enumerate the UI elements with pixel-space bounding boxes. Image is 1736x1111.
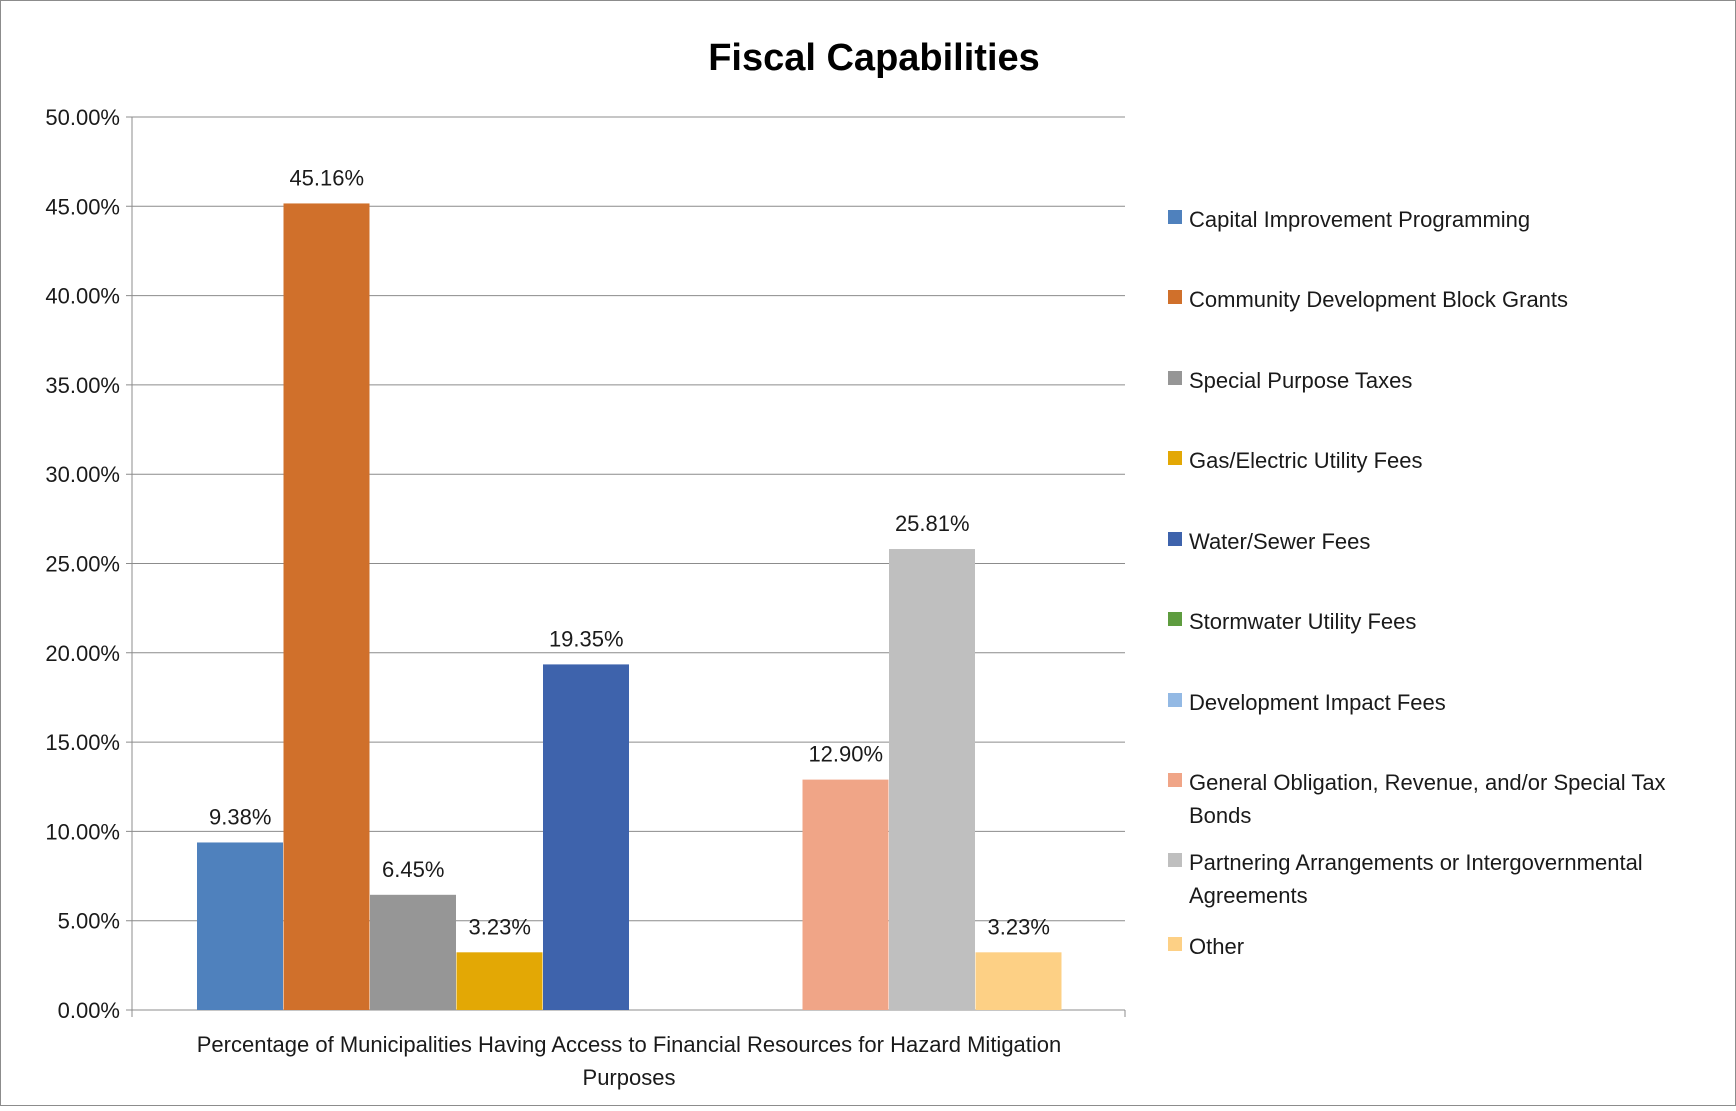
y-tick-label: 30.00% [45, 462, 120, 487]
data-label: 45.16% [289, 165, 364, 190]
legend-label: Special Purpose Taxes [1189, 368, 1413, 393]
y-tick-label: 40.00% [45, 284, 120, 309]
legend-swatch [1168, 210, 1182, 224]
data-label: 9.38% [209, 804, 271, 829]
bar [543, 664, 629, 1010]
legend-label: Other [1189, 934, 1245, 959]
legend-swatch [1168, 612, 1182, 626]
bar [370, 894, 456, 1010]
y-tick-label: 45.00% [45, 194, 120, 219]
legend-label: Water/Sewer Fees [1189, 529, 1371, 554]
legend-item: Other [1168, 930, 1728, 963]
legend-label: Gas/Electric Utility Fees [1189, 448, 1423, 473]
legend-swatch [1168, 451, 1182, 465]
legend-label: Stormwater Utility Fees [1189, 609, 1417, 634]
bars [197, 203, 1062, 1011]
bar [197, 842, 283, 1010]
legend-label: Community Development Block Grants [1189, 287, 1569, 312]
legend-item: Community Development Block Grants [1168, 283, 1728, 316]
legend-item: Partnering Arrangements or Intergovernme… [1168, 846, 1728, 912]
data-label: 3.23% [988, 914, 1050, 939]
bar [889, 549, 975, 1010]
y-tick-label: 50.00% [45, 105, 120, 130]
y-tick-label: 35.00% [45, 373, 120, 398]
y-tick-label: 0.00% [58, 998, 120, 1023]
legend-item: Gas/Electric Utility Fees [1168, 444, 1728, 477]
legend-swatch [1168, 773, 1182, 787]
legend-swatch [1168, 532, 1182, 546]
legend-item: Water/Sewer Fees [1168, 525, 1728, 558]
data-label: 25.81% [895, 511, 970, 536]
y-tick-label: 5.00% [58, 909, 120, 934]
chart-title: Fiscal Capabilities [708, 37, 1040, 79]
y-tick-label: 25.00% [45, 552, 120, 577]
legend-swatch [1168, 937, 1182, 951]
y-tick-label: 15.00% [45, 730, 120, 755]
legend-item: General Obligation, Revenue, and/or Spec… [1168, 766, 1728, 832]
bar [456, 952, 543, 1010]
legend-label: General Obligation, Revenue, and/or Spec… [1189, 770, 1666, 828]
x-axis-label-line-1: Percentage of Municipalities Having Acce… [197, 1032, 1062, 1057]
legend-item: Special Purpose Taxes [1168, 364, 1728, 397]
data-label: 3.23% [469, 914, 531, 939]
data-labels: 9.38% 45.16% 6.45% 3.23% 19.35% 12.90% 25.81% 3… [209, 165, 1050, 939]
data-label: 12.90% [808, 742, 883, 767]
x-axis-label-line-2: Purposes [583, 1065, 676, 1090]
y-axis: 0.00% 5.00% 10.00% 15.00% 20.00% 25.00% 30.00%… [45, 105, 1126, 1023]
legend-swatch [1168, 693, 1182, 707]
legend-item: Stormwater Utility Fees [1168, 605, 1728, 638]
legend-swatch [1168, 290, 1182, 304]
legend-swatch [1168, 371, 1182, 385]
y-tick-label: 20.00% [45, 641, 120, 666]
y-tick-label: 10.00% [45, 819, 120, 844]
legend-label: Partnering Arrangements or Intergovernme… [1189, 850, 1643, 908]
bar [283, 203, 370, 1011]
legend-swatch [1168, 853, 1182, 867]
data-label: 19.35% [549, 626, 624, 651]
data-label: 6.45% [382, 857, 444, 882]
bar [802, 779, 889, 1010]
bar [975, 952, 1062, 1010]
legend-item: Development Impact Fees [1168, 686, 1728, 719]
legend-item: Capital Improvement Programming [1168, 203, 1728, 236]
legend-label: Capital Improvement Programming [1189, 207, 1531, 232]
legend-label: Development Impact Fees [1189, 690, 1446, 715]
